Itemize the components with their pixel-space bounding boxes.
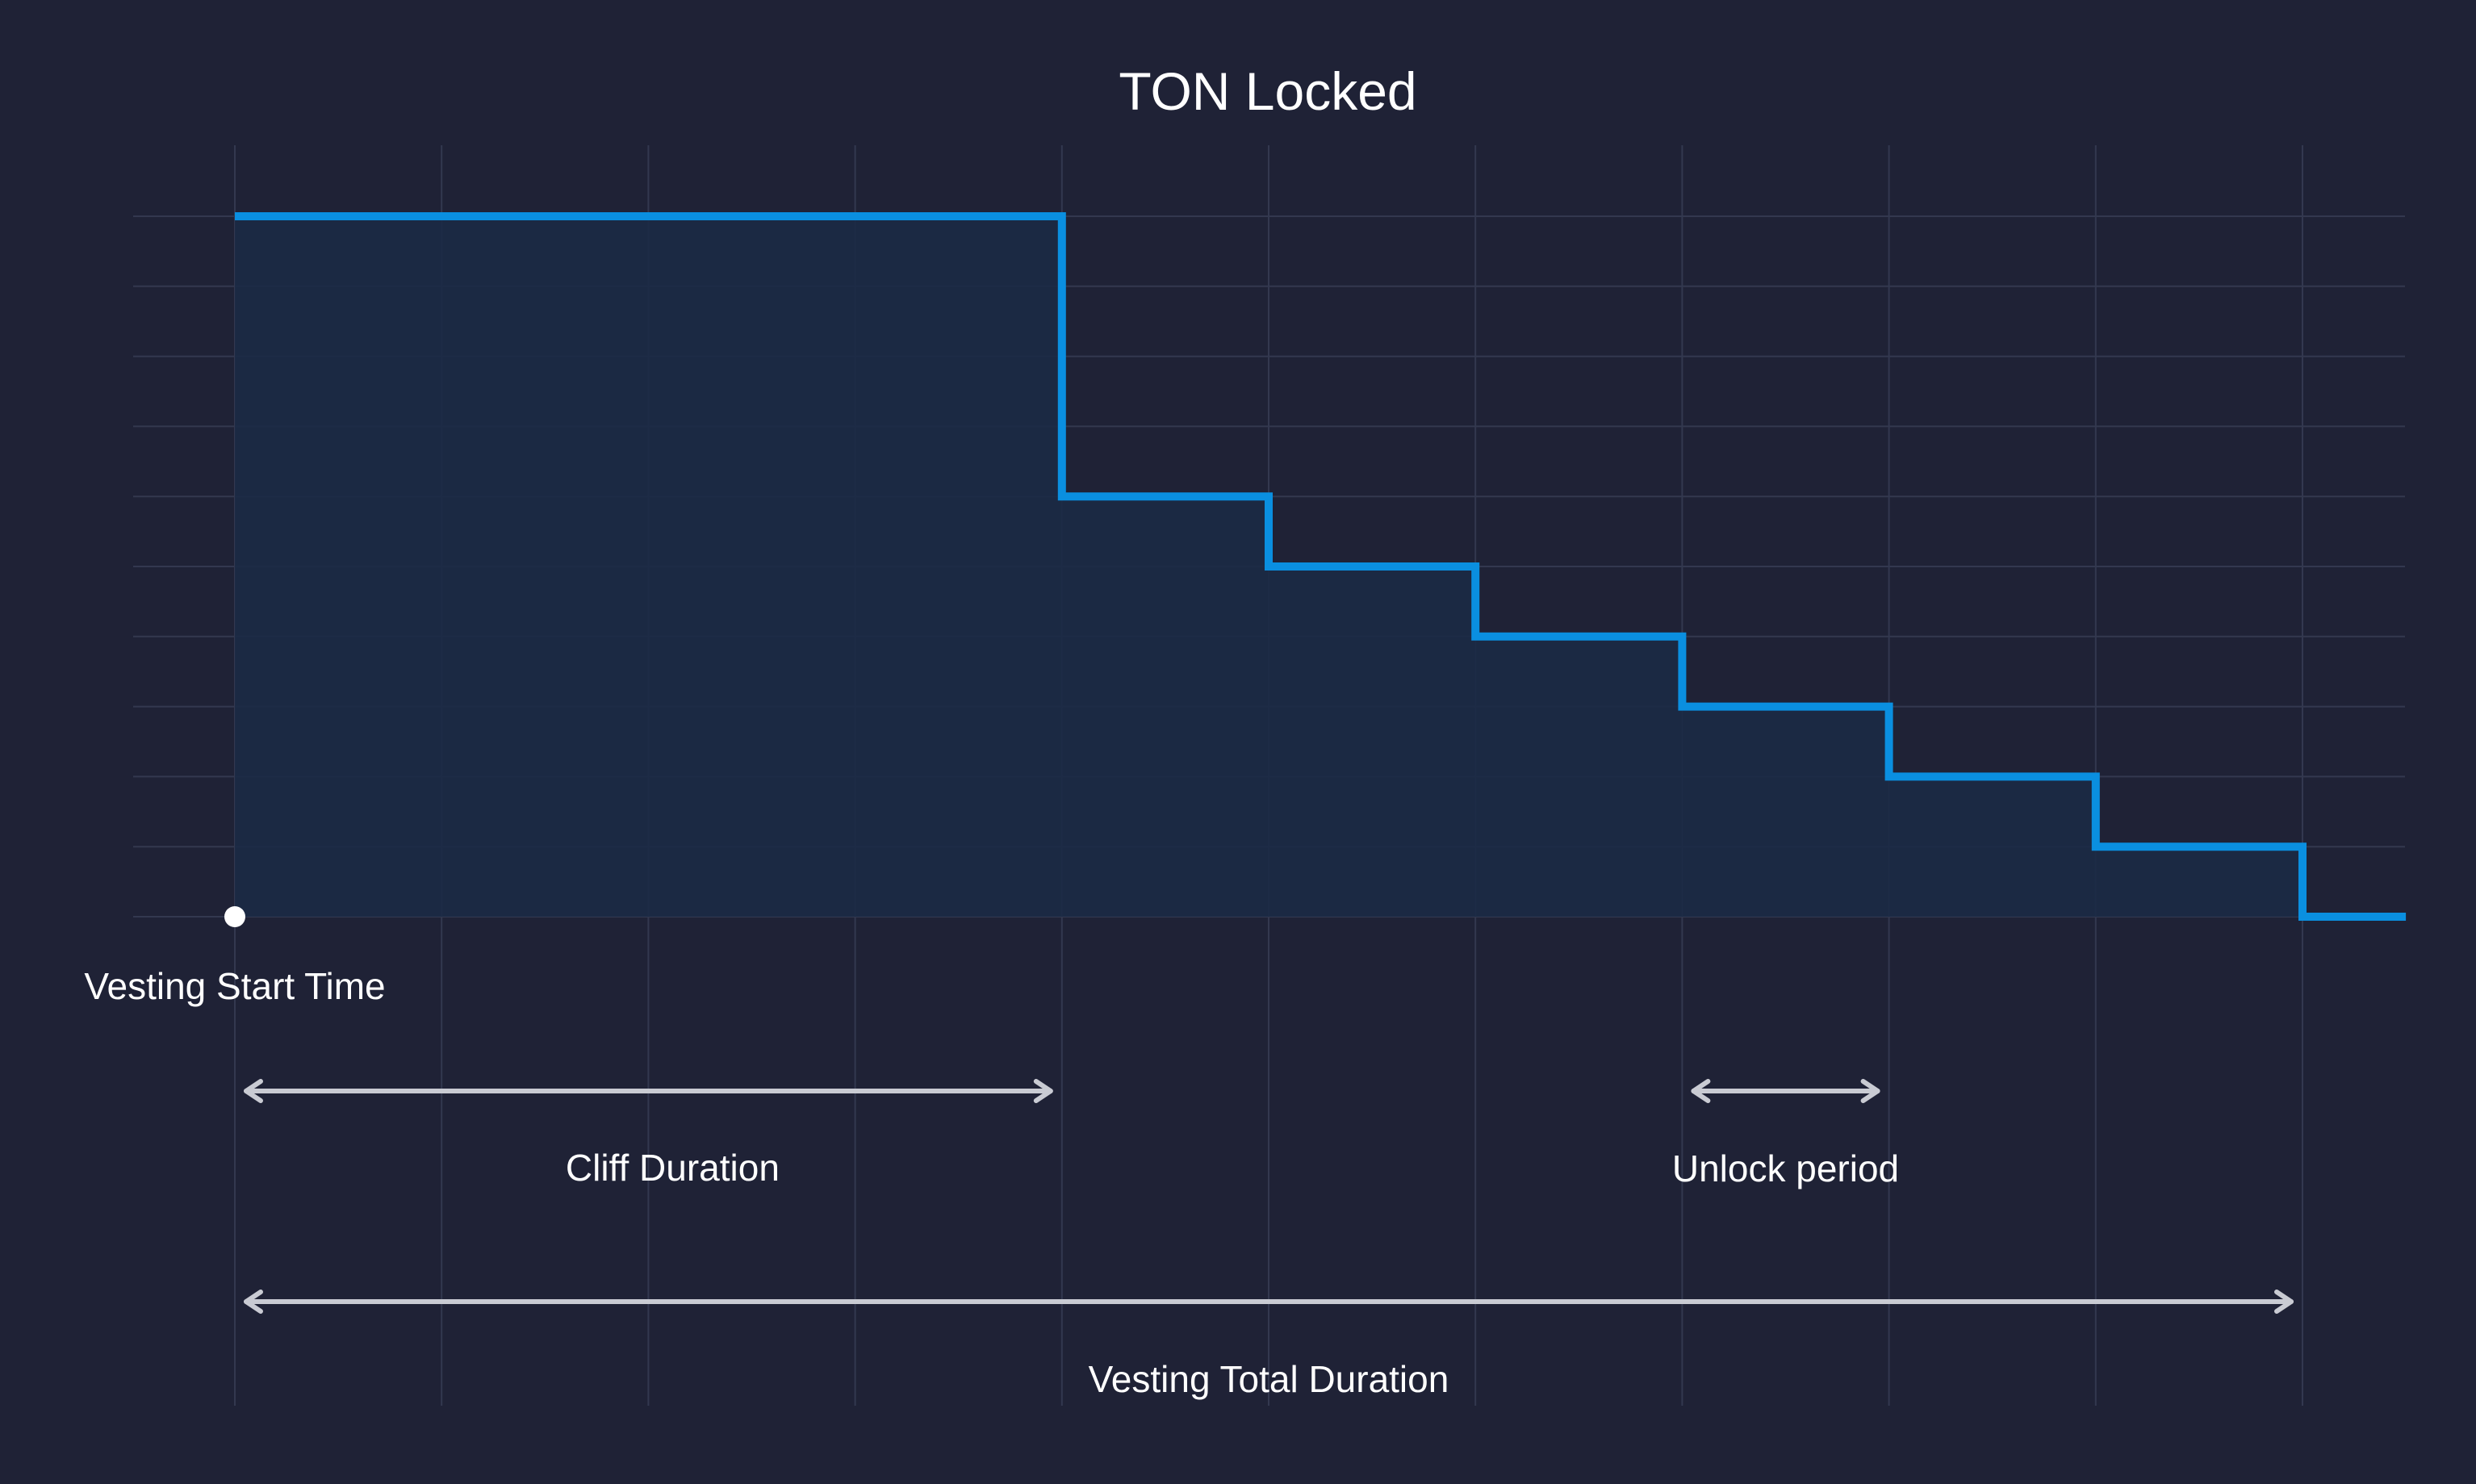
vesting-start-label: Vesting Start Time xyxy=(84,965,385,1007)
arrow-head-right xyxy=(1033,1079,1053,1103)
chart-title: TON Locked xyxy=(1119,61,1416,121)
duration-label: Unlock period xyxy=(1672,1147,1899,1189)
arrow-head-left xyxy=(1691,1079,1711,1103)
duration-label: Cliff Duration xyxy=(566,1147,780,1189)
duration-arrow-2: Vesting Total Duration xyxy=(244,1290,2294,1400)
arrow-head-left xyxy=(244,1079,263,1103)
duration-annotations: Cliff Duration Unlock period Vesting Total… xyxy=(244,1079,2294,1400)
arrow-head-right xyxy=(2274,1290,2294,1314)
arrow-head-right xyxy=(1860,1079,1880,1103)
duration-label: Vesting Total Duration xyxy=(1089,1358,1449,1400)
vesting-start-marker xyxy=(224,906,245,927)
locked-step-line xyxy=(235,212,2407,921)
duration-arrow-0: Cliff Duration xyxy=(244,1079,1053,1189)
arrow-head-left xyxy=(244,1290,263,1314)
duration-arrow-1: Unlock period xyxy=(1672,1079,1899,1189)
